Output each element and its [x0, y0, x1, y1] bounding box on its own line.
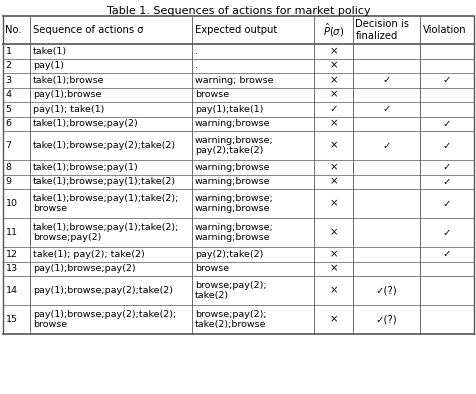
Text: 6: 6 [6, 119, 11, 128]
Text: take(1);browse;pay(2): take(1);browse;pay(2) [33, 119, 138, 128]
Text: browse;pay(2);
take(2): browse;pay(2); take(2) [194, 281, 266, 300]
Text: ✓(?): ✓(?) [375, 286, 397, 296]
Text: 9: 9 [6, 177, 11, 186]
Text: ×: × [329, 199, 337, 208]
Text: Table 1. Sequences of actions for market policy: Table 1. Sequences of actions for market… [107, 6, 369, 16]
Text: pay(1); take(1): pay(1); take(1) [33, 105, 104, 114]
Text: 1: 1 [6, 47, 11, 56]
Text: warning;browse;
pay(2);take(2): warning;browse; pay(2);take(2) [194, 136, 273, 155]
Text: pay(1);browse;pay(2);take(2): pay(1);browse;pay(2);take(2) [33, 286, 172, 295]
Text: pay(1);take(1): pay(1);take(1) [194, 105, 263, 114]
Text: take(1);browse;pay(1): take(1);browse;pay(1) [33, 163, 138, 172]
Text: ✓: ✓ [442, 227, 450, 238]
Text: ✓(?): ✓(?) [375, 314, 397, 325]
Text: warning;browse;
warning;browse: warning;browse; warning;browse [194, 194, 273, 213]
Text: ×: × [329, 227, 337, 238]
Text: 7: 7 [6, 141, 11, 150]
Text: 15: 15 [6, 315, 18, 324]
Text: ✓: ✓ [442, 249, 450, 259]
Text: ✓: ✓ [442, 141, 450, 151]
Text: take(1);browse;pay(1);take(2);
browse;pay(2): take(1);browse;pay(1);take(2); browse;pa… [33, 223, 179, 242]
Text: browse: browse [194, 264, 228, 273]
Text: pay(1);browse;pay(2): pay(1);browse;pay(2) [33, 264, 135, 273]
Text: take(1); pay(2); take(2): take(1); pay(2); take(2) [33, 250, 144, 259]
Text: .: . [194, 61, 197, 70]
Text: ×: × [329, 314, 337, 325]
Text: 8: 8 [6, 163, 11, 172]
Text: pay(1): pay(1) [33, 61, 64, 70]
Text: ✓: ✓ [442, 119, 450, 129]
Text: ×: × [329, 249, 337, 259]
Text: ✓: ✓ [442, 199, 450, 208]
Text: ✓: ✓ [329, 104, 337, 114]
Text: take(1);browse: take(1);browse [33, 76, 104, 85]
Text: 4: 4 [6, 90, 11, 99]
Text: warning;browse: warning;browse [194, 177, 269, 186]
Text: browse: browse [194, 90, 228, 99]
Text: take(1);browse;pay(1);take(2);
browse: take(1);browse;pay(1);take(2); browse [33, 194, 179, 213]
Text: ×: × [329, 177, 337, 187]
Text: $\hat{P}(\sigma)$: $\hat{P}(\sigma)$ [322, 21, 344, 39]
Text: ✓: ✓ [381, 75, 390, 85]
Text: Violation: Violation [422, 25, 465, 35]
Text: take(1): take(1) [33, 47, 67, 56]
Text: ×: × [329, 286, 337, 296]
Text: ×: × [329, 61, 337, 71]
Text: take(1);browse;pay(2);take(2): take(1);browse;pay(2);take(2) [33, 141, 176, 150]
Text: ×: × [329, 264, 337, 274]
Text: 14: 14 [6, 286, 18, 295]
Text: 12: 12 [6, 250, 18, 259]
Text: ✓: ✓ [381, 104, 390, 114]
Text: pay(1);browse;pay(2);take(2);
browse: pay(1);browse;pay(2);take(2); browse [33, 310, 176, 329]
Text: ×: × [329, 90, 337, 100]
Text: 13: 13 [6, 264, 18, 273]
Text: 2: 2 [6, 61, 11, 70]
Text: pay(1);browse: pay(1);browse [33, 90, 101, 99]
Text: ×: × [329, 141, 337, 151]
Text: Decision is
finalized: Decision is finalized [355, 19, 408, 41]
Text: .: . [194, 47, 197, 56]
Text: ×: × [329, 75, 337, 85]
Text: 3: 3 [6, 76, 11, 85]
Text: warning;browse: warning;browse [194, 119, 269, 128]
Text: ✓: ✓ [442, 177, 450, 187]
Text: 10: 10 [6, 199, 18, 208]
Text: warning;browse: warning;browse [194, 163, 269, 172]
Text: ×: × [329, 162, 337, 172]
Text: ✓: ✓ [381, 141, 390, 151]
Text: pay(2);take(2): pay(2);take(2) [194, 250, 263, 259]
Text: No.: No. [6, 25, 22, 35]
Text: warning;browse;
warning;browse: warning;browse; warning;browse [194, 223, 273, 242]
Text: ×: × [329, 46, 337, 56]
Text: Sequence of actions σ: Sequence of actions σ [33, 25, 143, 35]
Text: Expected output: Expected output [194, 25, 277, 35]
Text: 11: 11 [6, 228, 18, 237]
Text: 5: 5 [6, 105, 11, 114]
Text: browse;pay(2);
take(2);browse: browse;pay(2); take(2);browse [194, 310, 266, 329]
Text: warning; browse: warning; browse [194, 76, 273, 85]
Text: take(1);browse;pay(1);take(2): take(1);browse;pay(1);take(2) [33, 177, 176, 186]
Text: ✓: ✓ [442, 162, 450, 172]
Text: ✓: ✓ [442, 75, 450, 85]
Text: ×: × [329, 119, 337, 129]
